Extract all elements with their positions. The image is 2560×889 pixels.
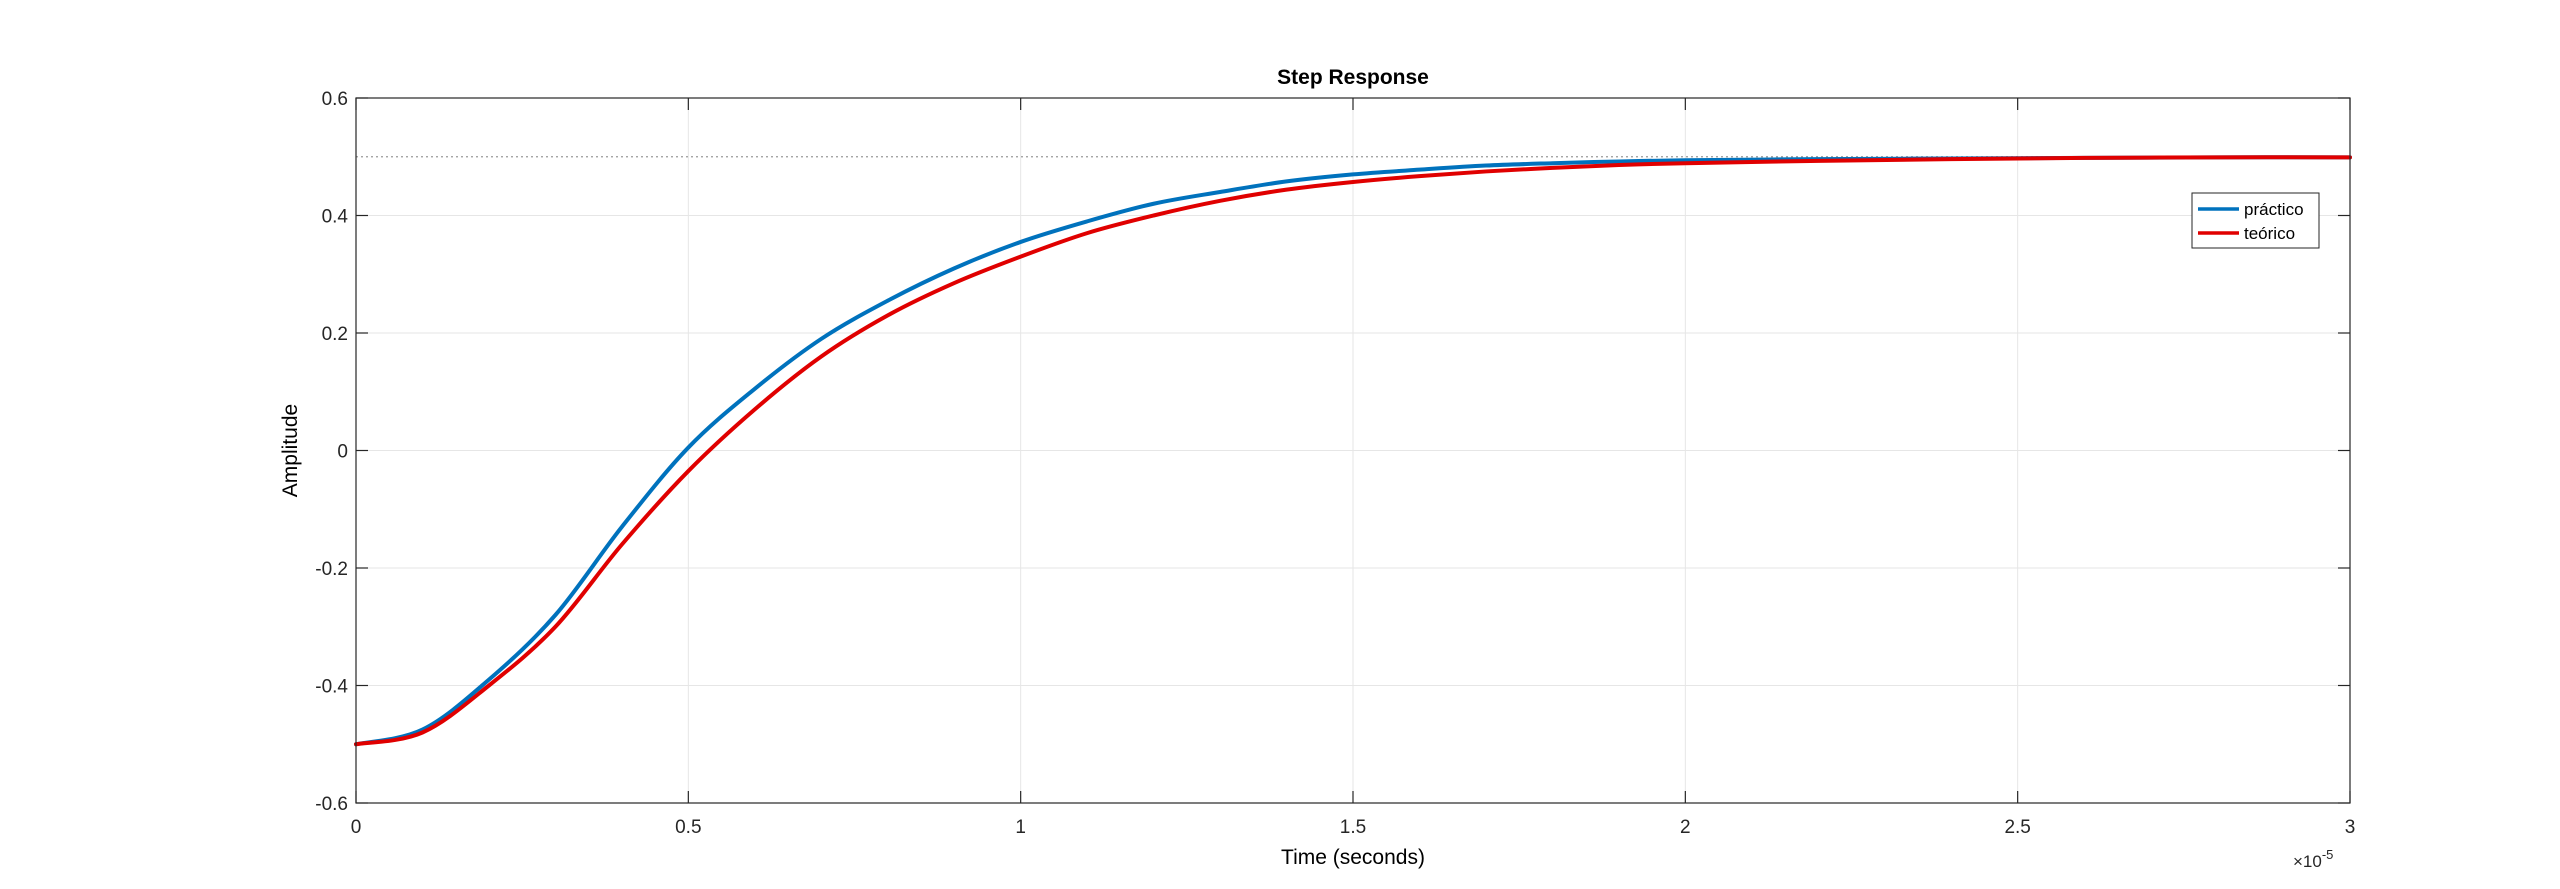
x-tick-label: 3	[2345, 817, 2356, 838]
x-tick-label: 2	[1680, 817, 1691, 838]
x-tick-label: 1	[1015, 817, 1026, 838]
y-axis-label: Amplitude	[279, 404, 302, 497]
series-line-teorico	[354, 155, 2352, 747]
y-tick-label: -0.4	[315, 677, 348, 698]
chart-title: Step Response	[1277, 66, 1429, 89]
y-tick-label: -0.6	[315, 794, 348, 815]
legend-box	[2191, 192, 2320, 249]
y-tick-label: -0.2	[315, 559, 348, 580]
series-layer	[354, 155, 2352, 747]
grid-lines	[356, 98, 2350, 803]
legend-label-teorico: teórico	[2244, 224, 2295, 243]
x-tick-label: 2.5	[2004, 817, 2030, 838]
x-axis-exponent-power: -5	[2322, 847, 2334, 862]
x-tick-label: 1.5	[1340, 817, 1366, 838]
x-axis-exponent: ×10-5	[2293, 847, 2333, 871]
x-tick-label: 0.5	[675, 817, 701, 838]
y-tick-label: 0.6	[322, 89, 348, 110]
y-tick-label: 0.2	[322, 324, 348, 345]
y-tick-label: 0	[337, 442, 348, 463]
y-tick-labels: -0.6 -0.4 -0.2 0 0.2 0.4 0.6	[315, 89, 348, 815]
x-axis-exponent-base: ×10	[2293, 852, 2322, 871]
legend: práctico teórico	[2191, 192, 2320, 249]
x-axis-label: Time (seconds)	[1281, 846, 1425, 869]
axis-ticks	[355, 97, 2351, 804]
y-tick-label: 0.4	[322, 207, 349, 228]
x-tick-label: 0	[351, 817, 362, 838]
x-tick-labels: 0 0.5 1 1.5 2 2.5 3	[351, 817, 2356, 838]
legend-label-practico: práctico	[2244, 200, 2304, 219]
